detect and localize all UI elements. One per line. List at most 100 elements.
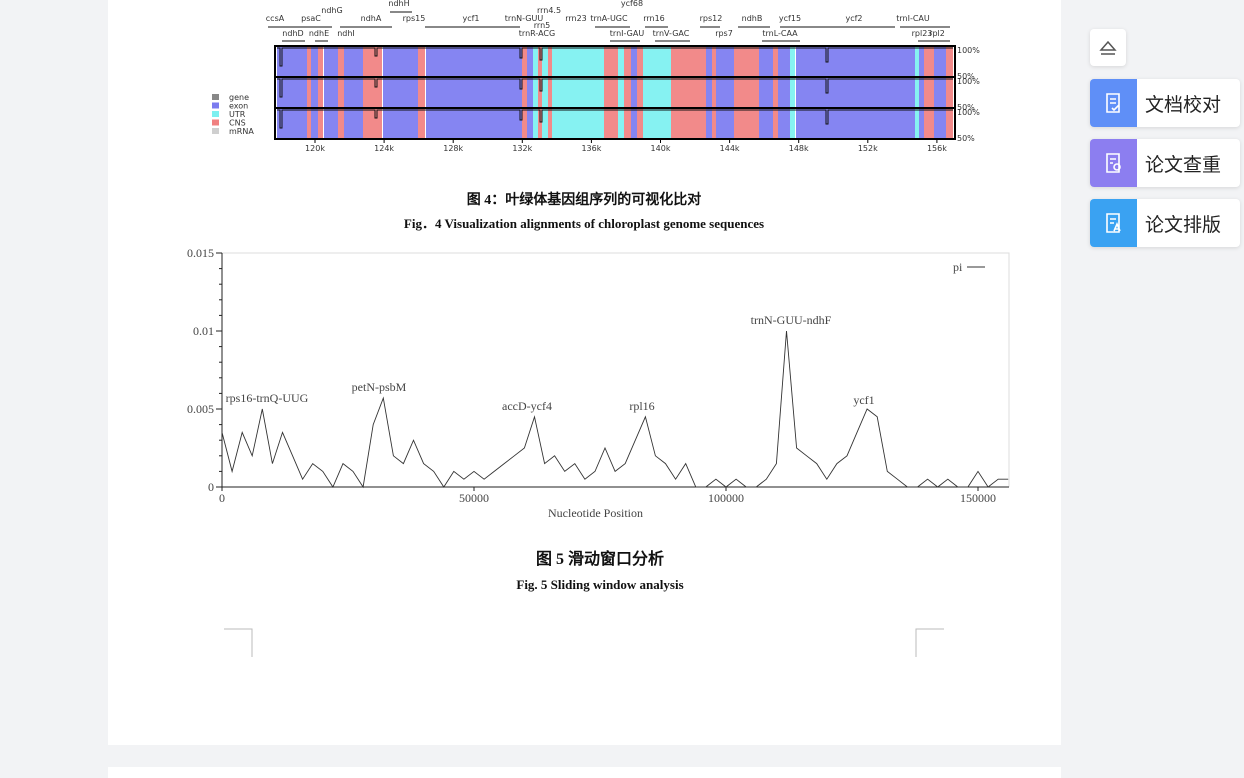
- collapse-button[interactable]: [1090, 29, 1126, 66]
- x-axis-label: Nucleotide Position: [548, 506, 643, 520]
- x-tick-label: 140k: [651, 144, 671, 153]
- alignment-band: [924, 78, 934, 108]
- legend-label: exon: [229, 102, 248, 111]
- legend-swatch: [212, 102, 219, 109]
- format-button[interactable]: 论文排版: [1090, 199, 1240, 247]
- alignment-band: [324, 109, 338, 139]
- data-line: [221, 330, 1009, 489]
- button-label: 论文查重: [1145, 153, 1222, 176]
- alignment-band: [773, 109, 778, 139]
- gene-label: ycf15: [779, 14, 801, 23]
- track-tick-label: 50%: [957, 72, 975, 81]
- alignment-band: [946, 47, 953, 77]
- next-page-sheet: [108, 767, 1061, 778]
- alignment-band: [538, 47, 542, 77]
- conservation-trace: [277, 47, 953, 67]
- legend-swatch: [212, 128, 219, 134]
- legend-swatch: [212, 119, 219, 126]
- alignment-band: [311, 109, 318, 139]
- alignment-band: [934, 47, 946, 77]
- gene-label: ndhB: [742, 14, 763, 23]
- alignment-band: [631, 78, 637, 108]
- annotation: ycf1: [853, 393, 874, 407]
- conservation-trace: [277, 78, 953, 98]
- x-tick-label: 50000: [459, 491, 489, 505]
- alignment-band: [919, 109, 924, 139]
- alignment-band: [924, 47, 934, 77]
- alignment-band: [426, 109, 522, 139]
- proofread-button[interactable]: 文档校对: [1090, 79, 1240, 127]
- alignment-band: [919, 47, 924, 77]
- alignment-band: [383, 78, 418, 108]
- alignment-band: [542, 78, 548, 108]
- y-tick-label: 0.005: [187, 402, 214, 416]
- x-tick-label: 156k: [927, 144, 947, 153]
- alignment-band: [712, 47, 716, 77]
- alignment-band: [383, 109, 418, 139]
- gene-label: trnA-UGC: [590, 14, 628, 23]
- alignment-band: [643, 78, 671, 108]
- alignment-band: [778, 109, 790, 139]
- alignment-band: [324, 47, 338, 77]
- alignment-band: [734, 78, 759, 108]
- alignment-band: [533, 47, 538, 77]
- alignment-band: [934, 109, 946, 139]
- gene-label: ndhI: [337, 29, 355, 38]
- alignment-band: [915, 47, 919, 77]
- alignment-band: [624, 109, 631, 139]
- alignment-band: [344, 109, 363, 139]
- gene-label: ndhA: [361, 14, 382, 23]
- alignment-band: [383, 47, 418, 77]
- alignment-band: [671, 78, 706, 108]
- alignment-band: [712, 78, 716, 108]
- gene-label: ccsA: [266, 14, 285, 23]
- alignment-band: [548, 47, 552, 77]
- x-tick-label: 128k: [443, 144, 463, 153]
- corner-marks: [224, 628, 944, 657]
- gene-label: rpl23: [912, 29, 933, 38]
- alignment-band: [338, 78, 344, 108]
- gene-label: rrn16: [643, 14, 665, 23]
- alignment-band: [363, 109, 382, 139]
- alignment-band: [548, 109, 552, 139]
- alignment-band: [706, 109, 712, 139]
- legend-label: gene: [229, 93, 249, 102]
- alignment-band: [778, 47, 790, 77]
- alignment-band: [522, 47, 527, 77]
- gene-label: ndhE: [309, 29, 329, 38]
- track-tick-label: 100%: [957, 46, 980, 55]
- alignment-band: [716, 109, 734, 139]
- alignment-band: [318, 109, 323, 139]
- alignment-band: [759, 47, 773, 77]
- alignment-band: [522, 78, 527, 108]
- alignment-band: [624, 47, 631, 77]
- collapse-icon: [1099, 40, 1117, 55]
- alignment-band: [712, 109, 716, 139]
- gene-label: rrn5: [534, 21, 550, 30]
- alignment-band: [773, 78, 778, 108]
- caption-en: Fig．4 Visualization alignments of chloro…: [404, 216, 764, 231]
- caption-en: Fig. 5 Sliding window analysis: [516, 577, 683, 592]
- alignment-band: [604, 47, 618, 77]
- track-frame: [274, 107, 956, 140]
- alignment-band: [324, 78, 338, 108]
- x-tick-label: 152k: [858, 144, 878, 153]
- x-tick-label: 148k: [789, 144, 809, 153]
- alignment-band: [311, 47, 318, 77]
- plagiarism-button[interactable]: 论文查重: [1090, 139, 1240, 187]
- alignment-band: [604, 109, 618, 139]
- track-tick-label: 100%: [957, 77, 980, 86]
- legend-swatch: [212, 111, 219, 117]
- alignment-band: [915, 109, 919, 139]
- gene-label: trnI-CAU: [896, 14, 930, 23]
- alignment-band: [671, 47, 706, 77]
- caption-cn: 图 4：叶绿体基因组序列的可视化比对: [467, 191, 702, 208]
- alignment-band: [790, 78, 795, 108]
- alignment-band: [538, 78, 542, 108]
- alignment-band: [552, 47, 604, 77]
- alignment-band: [527, 109, 533, 139]
- gene-label: rrn23: [565, 14, 587, 23]
- alignment-band: [338, 109, 344, 139]
